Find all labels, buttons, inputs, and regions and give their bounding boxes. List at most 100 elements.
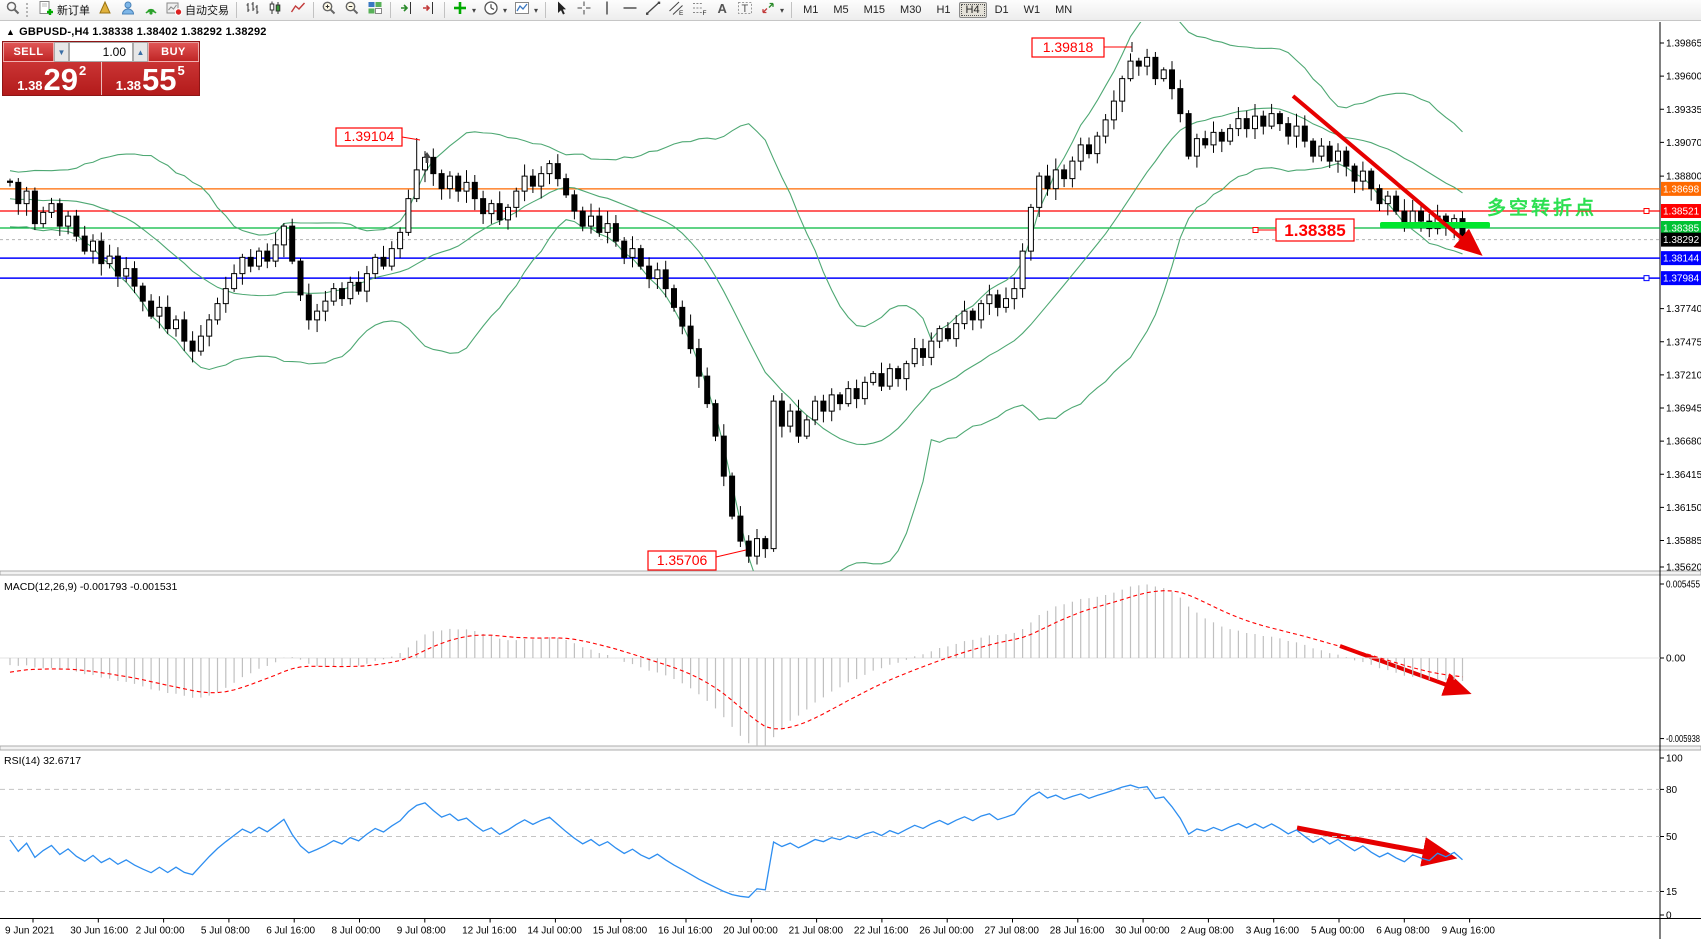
timeframe-m5-button[interactable]: M5 [833, 4, 849, 16]
indicators-button[interactable]: ▾ [449, 0, 479, 20]
svg-text:T: T [742, 3, 749, 15]
label-icon: T [737, 0, 753, 21]
trendline-button[interactable] [642, 0, 664, 20]
arrows-button[interactable]: ▾ [757, 0, 787, 20]
label-button[interactable]: T [734, 0, 756, 20]
signals-button[interactable] [140, 0, 162, 20]
chevron-down-icon[interactable]: ▾ [503, 5, 508, 15]
bar-chart-button[interactable] [241, 0, 263, 20]
magnifier-button[interactable] [2, 0, 24, 20]
svg-text:1.39818: 1.39818 [1043, 39, 1094, 55]
sell-price[interactable]: 1.38 29 2 [3, 62, 102, 95]
timeframe-m15-button[interactable]: M15 [863, 4, 886, 16]
svg-text:30 Jun 16:00: 30 Jun 16:00 [70, 926, 128, 937]
volume-input[interactable] [69, 42, 133, 62]
timeframe-w1-button[interactable]: W1 [1023, 4, 1041, 16]
autotrade-button[interactable]: 自动交易 [163, 0, 232, 20]
sell-price-big: 29 [43, 62, 79, 97]
timeframe-h1-button[interactable]: H1 [936, 4, 951, 16]
svg-text:1.37740: 1.37740 [1666, 304, 1701, 315]
hline-button[interactable] [619, 0, 641, 20]
auto-scroll-button[interactable] [395, 0, 417, 20]
trend-arrow-rsi[interactable] [1296, 825, 1458, 867]
svg-text:1.38144: 1.38144 [1663, 254, 1700, 265]
community-button[interactable] [117, 0, 139, 20]
svg-text:1.36150: 1.36150 [1666, 503, 1701, 514]
bar-chart-icon [244, 0, 260, 21]
svg-text:0.005455: 0.005455 [1666, 579, 1700, 590]
timeframe-m30-button[interactable]: M30 [900, 4, 922, 16]
templates-button[interactable]: ▾ [511, 0, 541, 20]
zoom-out-button[interactable] [341, 0, 363, 20]
text-button[interactable]: A [711, 0, 733, 20]
svg-text:26 Jul 00:00: 26 Jul 00:00 [919, 926, 974, 937]
periods-button[interactable]: ▾ [480, 0, 510, 20]
templates-icon [514, 0, 530, 21]
toolbar-separator [236, 2, 237, 18]
toolbar-grip[interactable] [26, 3, 31, 17]
toolbar-separator [545, 2, 547, 18]
svg-text:1.36415: 1.36415 [1666, 470, 1701, 481]
zoom-in-button[interactable] [318, 0, 340, 20]
line-chart-button[interactable] [287, 0, 309, 20]
svg-text:27 Jul 08:00: 27 Jul 08:00 [985, 926, 1040, 937]
trend-arrow-main[interactable] [1291, 94, 1483, 256]
timeframe-m1-button[interactable]: M1 [803, 4, 819, 16]
toolbar-separator [444, 2, 445, 18]
cn-annotation-label[interactable]: 多空转折点 [1487, 196, 1597, 219]
chevron-down-icon[interactable]: ▾ [472, 5, 477, 15]
svg-text:6 Jul 16:00: 6 Jul 16:00 [266, 926, 315, 937]
chevron-down-icon[interactable]: ▾ [780, 5, 785, 15]
svg-text:21 Jul 08:00: 21 Jul 08:00 [789, 926, 844, 937]
horizontal-level-lines[interactable] [0, 188, 1660, 282]
svg-text:30 Jul 00:00: 30 Jul 00:00 [1115, 926, 1170, 937]
svg-text:F: F [703, 10, 707, 16]
support-zone-highlight[interactable] [1380, 222, 1490, 228]
tile-windows-button[interactable] [364, 0, 386, 20]
chart-shift-button[interactable] [418, 0, 440, 20]
svg-text:0: 0 [1666, 911, 1672, 922]
vline-button[interactable] [596, 0, 618, 20]
timeframe-mn-button[interactable]: MN [1055, 4, 1073, 16]
svg-text:2 Jul 00:00: 2 Jul 00:00 [136, 926, 185, 937]
time-axis[interactable]: 9 Jun 2021 30 Jun 16:00 2 Jul 00:00 5 Jul 0… [5, 918, 1495, 937]
up-arrow-marker[interactable] [423, 152, 431, 163]
svg-text:12 Jul 16:00: 12 Jul 16:00 [462, 926, 517, 937]
svg-text:28 Jul 16:00: 28 Jul 16:00 [1050, 926, 1105, 937]
arrows-icon [760, 0, 776, 21]
price-axis[interactable]: 1.39865 1.39600 1.39335 1.39070 1.38800 1.377… [1660, 39, 1701, 574]
svg-text:80: 80 [1666, 785, 1678, 796]
line-chart-icon [290, 0, 306, 21]
trend-arrow-macd[interactable] [1339, 644, 1472, 696]
chevron-down-icon[interactable]: ▾ [534, 5, 539, 15]
indicators-icon [452, 0, 468, 21]
buy-button[interactable]: BUY [148, 42, 199, 62]
fibonacci-button[interactable]: F [688, 0, 710, 20]
buy-price-prefix: 1.38 [115, 78, 142, 93]
price-callouts[interactable]: 1.39818 1.39104 1.38385 1.35706 [335, 37, 1355, 571]
svg-text:E: E [679, 10, 684, 16]
crosshair-button[interactable] [573, 0, 595, 20]
volume-increase-button[interactable]: ▲ [133, 42, 148, 62]
channel-icon: E [668, 0, 684, 21]
svg-text:15 Jul 08:00: 15 Jul 08:00 [593, 926, 648, 937]
channel-button[interactable]: E [665, 0, 687, 20]
buy-price[interactable]: 1.38 55 5 [102, 62, 200, 95]
timeframe-d1-button[interactable]: D1 [994, 4, 1009, 16]
candle-chart-button[interactable] [264, 0, 286, 20]
cursor-button[interactable] [550, 0, 572, 20]
svg-text:100: 100 [1666, 754, 1683, 765]
new-order-button[interactable]: 新订单 [35, 0, 93, 20]
volume-decrease-button[interactable]: ▼ [54, 42, 69, 62]
metaeditor-button[interactable] [94, 0, 116, 20]
oneclick-collapse-icon[interactable]: ▲ [6, 27, 16, 37]
sell-button[interactable]: SELL [3, 42, 54, 62]
timeframe-h4-button[interactable]: H4 [958, 2, 987, 18]
candlesticks [7, 48, 1466, 565]
svg-text:9 Jul 08:00: 9 Jul 08:00 [397, 926, 446, 937]
svg-text:15: 15 [1666, 887, 1678, 898]
svg-text:6 Aug 08:00: 6 Aug 08:00 [1376, 926, 1430, 937]
svg-text:1.38292: 1.38292 [1663, 235, 1700, 246]
